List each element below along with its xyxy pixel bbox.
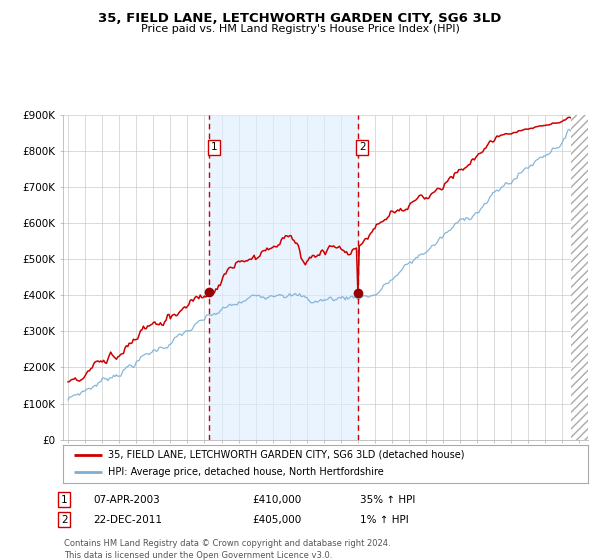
Bar: [209, 115, 358, 440]
Text: 1% ↑ HPI: 1% ↑ HPI: [360, 515, 409, 525]
Text: Price paid vs. HM Land Registry's House Price Index (HPI): Price paid vs. HM Land Registry's House …: [140, 24, 460, 34]
Text: HPI: Average price, detached house, North Hertfordshire: HPI: Average price, detached house, Nort…: [107, 468, 383, 478]
Text: £410,000: £410,000: [252, 494, 301, 505]
Text: 1: 1: [211, 142, 217, 152]
Bar: [571, 115, 588, 440]
Text: £405,000: £405,000: [252, 515, 301, 525]
Text: 35, FIELD LANE, LETCHWORTH GARDEN CITY, SG6 3LD (detached house): 35, FIELD LANE, LETCHWORTH GARDEN CITY, …: [107, 450, 464, 460]
Text: Contains HM Land Registry data © Crown copyright and database right 2024.
This d: Contains HM Land Registry data © Crown c…: [64, 539, 391, 559]
Text: 1: 1: [61, 494, 68, 505]
Text: 2: 2: [359, 142, 365, 152]
Text: 2: 2: [61, 515, 68, 525]
Text: 35% ↑ HPI: 35% ↑ HPI: [360, 494, 415, 505]
Text: 07-APR-2003: 07-APR-2003: [93, 494, 160, 505]
Text: 22-DEC-2011: 22-DEC-2011: [93, 515, 162, 525]
Text: 35, FIELD LANE, LETCHWORTH GARDEN CITY, SG6 3LD: 35, FIELD LANE, LETCHWORTH GARDEN CITY, …: [98, 12, 502, 25]
